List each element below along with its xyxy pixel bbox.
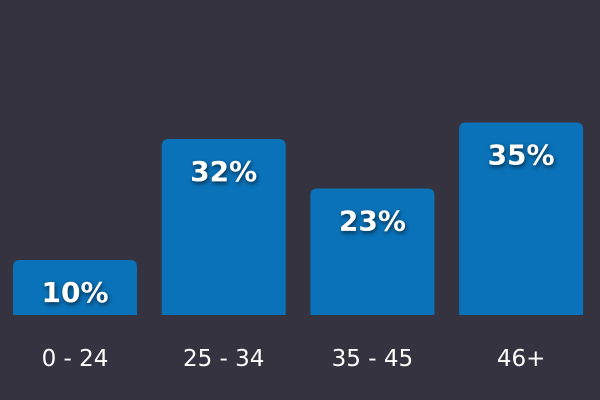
value-label: 23% [339, 205, 406, 238]
value-label: 32% [190, 155, 257, 188]
x-tick-label: 25 - 34 [183, 346, 264, 372]
bar [459, 122, 584, 315]
bar [310, 188, 435, 315]
bar [161, 139, 286, 315]
value-label: 35% [488, 139, 555, 172]
bar [13, 260, 137, 315]
x-tick-label: 46+ [497, 346, 546, 372]
x-tick-label: 0 - 24 [42, 346, 109, 372]
value-label: 10% [41, 276, 108, 309]
x-tick-label: 35 - 45 [332, 346, 413, 372]
